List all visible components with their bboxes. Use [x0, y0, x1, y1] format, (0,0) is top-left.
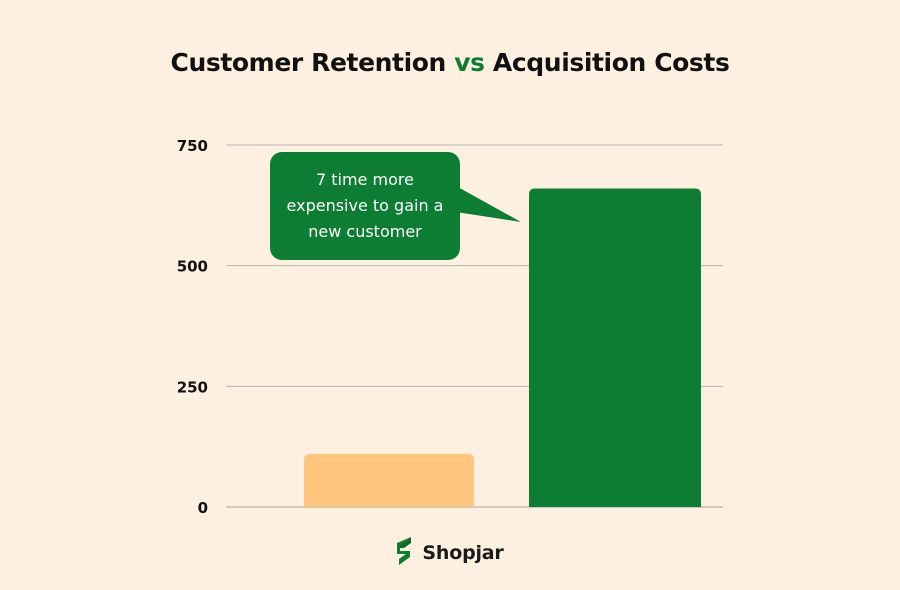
callout-annotation: 7 time more expensive to gain a new cust… — [270, 152, 460, 260]
callout-text: 7 time more expensive to gain a new cust… — [286, 170, 444, 241]
chart-title: Customer Retention vs Acquisition Costs — [0, 48, 900, 77]
y-tick-label: 750 — [177, 137, 208, 155]
shopjar-logo-icon — [396, 536, 414, 570]
bar-retention — [304, 453, 474, 507]
y-tick-label: 500 — [177, 258, 208, 276]
bars — [304, 188, 701, 507]
title-part-acquisition: Acquisition Costs — [484, 48, 730, 77]
y-tick-label: 0 — [198, 499, 208, 517]
bar-acquisition — [529, 188, 701, 507]
title-vs: vs — [454, 48, 485, 77]
y-tick-label: 250 — [177, 378, 208, 396]
brand-name: Shopjar — [422, 542, 504, 564]
y-axis-ticks: 0 250 500 750 — [177, 137, 208, 517]
title-part-retention: Customer Retention — [170, 48, 455, 77]
brand-footer: Shopjar — [0, 536, 900, 570]
